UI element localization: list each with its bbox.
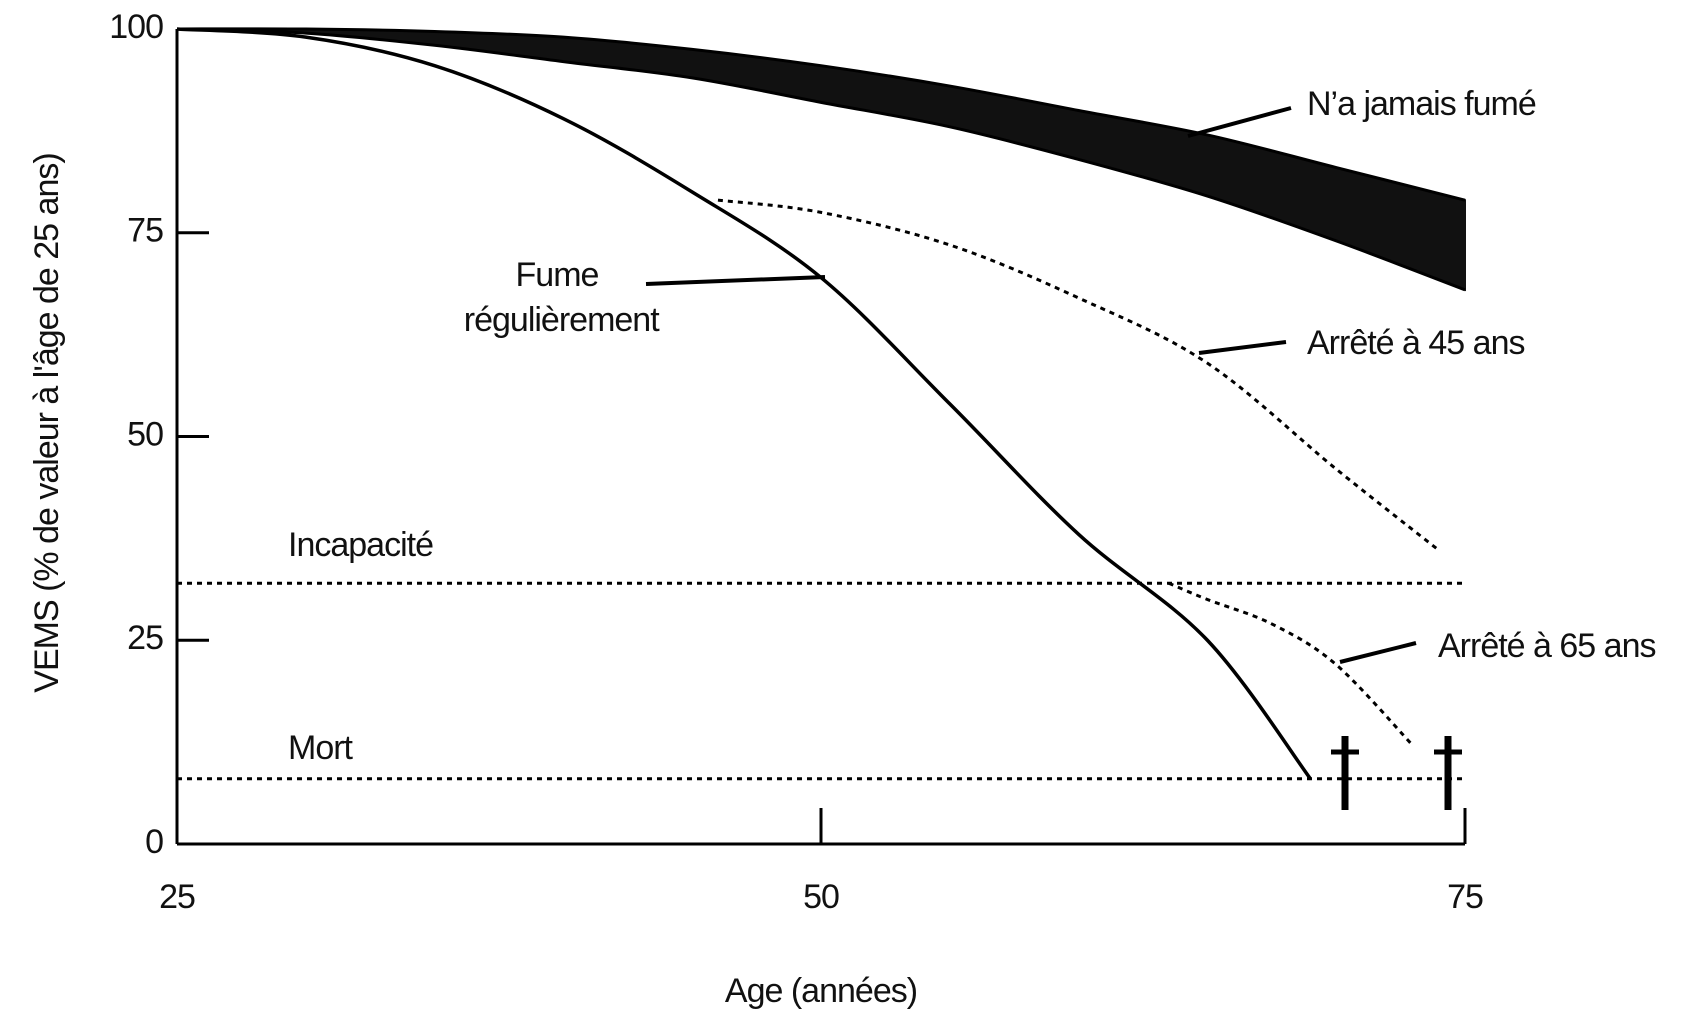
- y-tick-label: 75: [127, 212, 163, 250]
- x-tick-label: 50: [803, 878, 839, 916]
- series-line: [176, 27, 1312, 780]
- series-line: [1168, 581, 1415, 748]
- x-axis-title: Age (années): [725, 972, 917, 1010]
- y-axis-title: VEMS (% de valeur à l'âge de 25 ans): [28, 153, 66, 692]
- series-label: Arrêté à 65 ans: [1438, 627, 1655, 665]
- label-line: Fume: [516, 256, 599, 294]
- y-tick-label: 0: [145, 823, 163, 861]
- x-tick-label: 25: [159, 878, 195, 916]
- reference-label: Mort: [288, 729, 354, 767]
- series-label: Arrêté à 45 ans: [1307, 324, 1524, 362]
- y-tick-label: 50: [127, 415, 163, 453]
- series-line: [717, 198, 1441, 552]
- leader-line: [1339, 641, 1417, 664]
- leader-line: [1198, 340, 1287, 355]
- band-lower: [176, 27, 1466, 292]
- leader-line: [645, 275, 826, 286]
- series-label: Fume régulièrement: [455, 256, 660, 339]
- leader-line: [1187, 106, 1292, 138]
- band-upper: [176, 27, 1466, 202]
- y-tick-label: 25: [127, 619, 163, 657]
- y-tick-label: 100: [109, 8, 163, 46]
- band-label: N’a jamais fumé: [1307, 85, 1536, 123]
- x-tick-label: 75: [1447, 878, 1483, 916]
- band-area: [176, 27, 1466, 292]
- death-markers: [1331, 736, 1462, 810]
- reference-label: Incapacité: [288, 526, 433, 564]
- label-line: régulièrement: [455, 301, 660, 339]
